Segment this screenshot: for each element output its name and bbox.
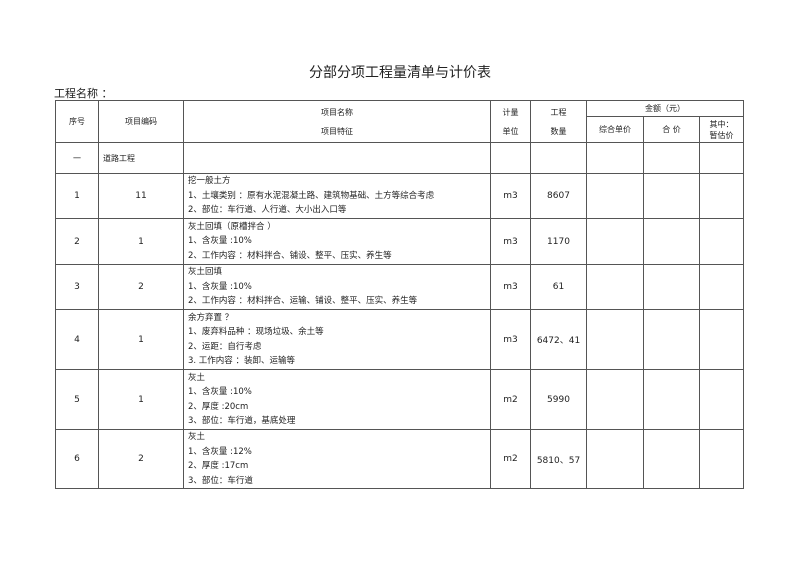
row-total [643,264,700,310]
feature-line: 1、废弃料品种 ：现场垃圾、余土等 [188,327,324,337]
row-seq: 1 [55,173,99,219]
project-name-label: 工程名称 ： [54,87,113,100]
feature-line: 2、工作内容 ：材料拌合、铺设、整平、压实、养生等 [188,250,392,261]
table-row: 4 1 余方弃置 ？ 1、废弃料品种 ：现场垃圾、余土等 2、运距：自行考虑 3. 工… [55,309,744,370]
feature-line: 灰土回填（原槽拌合 ） [188,221,276,232]
feature-line: 灰土 [188,432,206,442]
row-qty: 6472、41 [530,309,587,370]
feature-line: 2、厚度 :20cm [188,401,249,412]
row-code: 1 [98,369,184,430]
feature-line: 余方弃置 ？ [188,312,234,323]
table-row: 2 1 灰土回填（原槽拌合 ） 1、含灰量 :10% 2、工作内容 ：材料拌合、铺设… [55,218,744,265]
row-estimate [699,264,744,310]
row-seq: 4 [55,309,99,370]
section-row: 一 道路工程 [55,142,744,174]
page-title: 分部分项工程量清单与计价表 [309,65,491,81]
row-total [643,369,700,430]
row-total [643,429,700,489]
row-code: 1 [98,218,184,265]
feature-line: 1、含灰量 :10% [188,236,252,247]
feature-line: 灰土 [188,372,206,383]
header-estimate: 其中： 暂估价 [699,116,744,143]
row-unit: m3 [490,264,531,310]
row-unit-price [586,218,644,265]
section-name: 道路工程 [98,142,184,174]
header-name-feature: 项目名称 项目特征 [183,100,491,143]
row-unit: m3 [490,218,531,265]
row-unit-price [586,264,644,310]
feature-line: 1、含灰量 :12% [188,446,252,457]
row-name-feature: 余方弃置 ？ 1、废弃料品种 ：现场垃圾、余土等 2、运距：自行考虑 3. 工作内容 … [183,309,491,370]
row-total [643,173,700,219]
row-estimate [699,309,744,370]
row-name-feature: 挖一般土方 1、土壤类别 ：原有水泥混凝土路、建筑物基础、土方等综合考虑 2、部位：… [183,173,491,219]
feature-line: 2、厚度 :17cm [188,461,249,471]
header-qty: 工程 数量 [530,100,587,143]
section-seq: 一 [55,142,99,174]
row-total [643,218,700,265]
row-qty: 1170 [530,218,587,265]
row-seq: 5 [55,369,99,430]
row-total [643,309,700,370]
feature-line: 3、部位：车行道 [188,475,253,486]
bill-table: 序号 项目编码 项目名称项目特征 计量单位 工程数量 金额（元） 综合单价 合 … [55,100,744,489]
feature-line: 2、工作内容 ：材料拌合、运输、铺设、整平、压实、养生等 [188,296,418,307]
feature-line: 2、部位：车行道、人行道、大小出入口等 [188,205,347,216]
row-qty: 5810、57 [530,429,587,489]
feature-line: 灰土回填 [188,267,223,278]
feature-line: 2、运距：自行考虑 [188,341,262,352]
header-seq: 序号 [55,100,99,143]
row-unit: m2 [490,369,531,430]
table-row: 6 2 灰土 1、含灰量 :12% 2、厚度 :17cm 3、部位：车行道 m2 58… [55,429,744,489]
row-code: 2 [98,264,184,310]
row-estimate [699,173,744,219]
row-qty: 5990 [530,369,587,430]
row-name-feature: 灰土 1、含灰量 :10% 2、厚度 :20cm 3、部位：车行道，基底处理 [183,369,491,430]
row-estimate [699,429,744,489]
feature-line: 1、土壤类别 ：原有水泥混凝土路、建筑物基础、土方等综合考虑 [188,190,435,201]
header-unit: 计量 单位 [490,100,531,143]
feature-line: 1、含灰量 :10% [188,281,252,292]
row-seq: 6 [55,429,99,489]
header-feature: 项目特征 [321,126,353,136]
header-unit-line1: 计量 [502,107,519,117]
header-est-line1: 其中： [709,119,734,129]
row-estimate [699,218,744,265]
row-code: 11 [98,173,184,219]
header-est-line2: 暂估价 [709,130,734,140]
feature-line: 1、含灰量 :10% [188,387,252,397]
header-amount: 金额（元） [586,100,744,117]
row-unit-price [586,369,644,430]
row-name-feature: 灰土回填 1、含灰量 :10% 2、工作内容 ：材料拌合、运输、铺设、整平、压实、养… [183,264,491,310]
row-unit: m2 [490,429,531,489]
header-total: 合 价 [643,116,700,143]
table-row: 3 2 灰土回填 1、含灰量 :10% 2、工作内容 ：材料拌合、运输、铺设、整平、… [55,264,744,310]
header-unit-line2: 单位 [502,126,519,136]
feature-line: 3、部位：车行道，基底处理 [188,416,296,426]
header-qty-line1: 工程 [550,107,567,117]
row-name-feature: 灰土 1、含灰量 :12% 2、厚度 :17cm 3、部位：车行道 [183,429,491,489]
row-qty: 8607 [530,173,587,219]
header-qty-line2: 数量 [550,126,567,136]
row-code: 1 [98,309,184,370]
row-unit-price [586,309,644,370]
row-unit-price [586,173,644,219]
header-name: 项目名称 [321,107,353,117]
feature-line: 挖一般土方 [188,176,231,187]
table-row: 1 11 挖一般土方 1、土壤类别 ：原有水泥混凝土路、建筑物基础、土方等综合考虑… [55,173,744,219]
row-seq: 2 [55,218,99,265]
row-name-feature: 灰土回填（原槽拌合 ） 1、含灰量 :10% 2、工作内容 ：材料拌合、铺设、整平、… [183,218,491,265]
header-unit-price: 综合单价 [586,116,644,143]
header-code: 项目编码 [98,100,184,143]
row-seq: 3 [55,264,99,310]
row-unit: m3 [490,173,531,219]
row-code: 2 [98,429,184,489]
row-unit-price [586,429,644,489]
row-unit: m3 [490,309,531,370]
row-estimate [699,369,744,430]
feature-line: 3. 工作内容 ：装卸、运输等 [188,356,296,366]
row-qty: 61 [530,264,587,310]
table-row: 5 1 灰土 1、含灰量 :10% 2、厚度 :20cm 3、部位：车行道，基底处理 … [55,369,744,430]
